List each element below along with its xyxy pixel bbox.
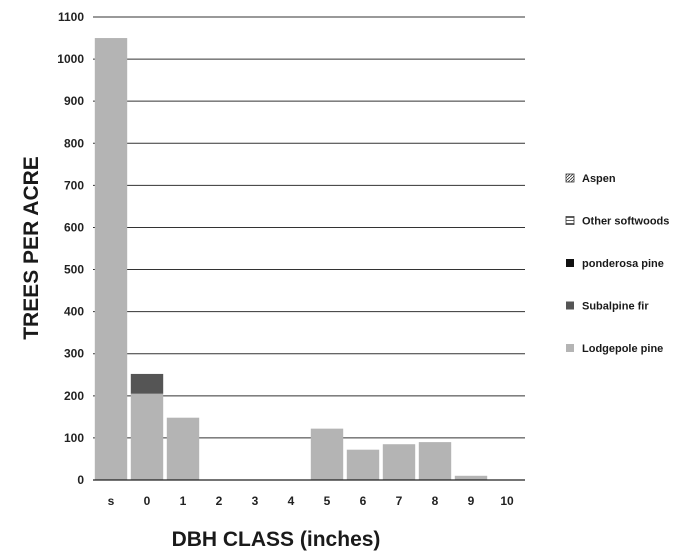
y-tick-label: 600	[64, 220, 84, 234]
bar-lodgepole-pine	[94, 38, 128, 480]
legend-label: Lodgepole pine	[582, 343, 663, 355]
y-tick-label: 700	[64, 178, 84, 192]
legend-swatch	[566, 344, 574, 352]
bar-lodgepole-pine	[454, 475, 488, 480]
gridlines	[93, 16, 525, 439]
x-tick-label: 8	[432, 494, 439, 508]
legend-label: Aspen	[582, 173, 616, 185]
bar-subalpine-fir	[130, 373, 164, 394]
y-tick-label: 1000	[57, 52, 84, 66]
x-tick-label: 1	[180, 494, 187, 508]
legend: Aspen Other softwoods ponderosa pine Subalp…	[565, 173, 669, 355]
y-tick-label: 300	[64, 347, 84, 361]
y-tick-label: 400	[64, 305, 84, 319]
legend-swatch	[566, 301, 574, 310]
x-tick-label: s	[108, 494, 115, 508]
x-tick-label: 5	[324, 494, 331, 508]
x-tick-labels: s 0 1 2 3 4 5 6 7 8 9 10	[108, 494, 514, 508]
x-tick-label: 10	[500, 494, 514, 508]
legend-label: Subalpine fir	[582, 301, 649, 313]
bar-lodgepole-pine	[310, 428, 344, 480]
y-tick-label: 500	[64, 263, 84, 277]
legend-swatch	[566, 259, 574, 267]
x-tick-label: 9	[468, 494, 475, 508]
y-tick-label: 1100	[58, 10, 84, 24]
y-tick-label: 900	[64, 94, 84, 108]
x-tick-label: 6	[360, 494, 367, 508]
y-tick-label: 800	[64, 136, 84, 150]
x-tick-label: 0	[144, 494, 151, 508]
y-tick-label: 100	[64, 431, 84, 445]
y-tick-label: 0	[77, 473, 84, 487]
legend-label: ponderosa pine	[582, 258, 664, 270]
legend-label: Other softwoods	[582, 216, 669, 228]
x-tick-label: 2	[216, 494, 223, 508]
legend-swatch	[565, 173, 575, 183]
bar-lodgepole-pine	[346, 449, 380, 480]
y-tick-labels: 0 100 200 300 400 500 600 700 800 900 1000 1100	[57, 10, 84, 487]
y-tick-label: 200	[64, 389, 84, 403]
x-axis-title: DBH CLASS (inches)	[172, 528, 381, 551]
bar-lodgepole-pine	[382, 444, 416, 480]
x-tick-label: 7	[396, 494, 403, 508]
bar-lodgepole-pine	[166, 417, 200, 480]
bar-lodgepole-pine	[418, 442, 452, 480]
x-tick-label: 3	[252, 494, 259, 508]
x-tick-label: 4	[288, 494, 295, 508]
bars	[94, 38, 488, 480]
bar-lodgepole-pine	[130, 393, 164, 480]
legend-swatch	[565, 216, 575, 225]
y-axis-title: TREES PER ACRE	[20, 156, 43, 340]
